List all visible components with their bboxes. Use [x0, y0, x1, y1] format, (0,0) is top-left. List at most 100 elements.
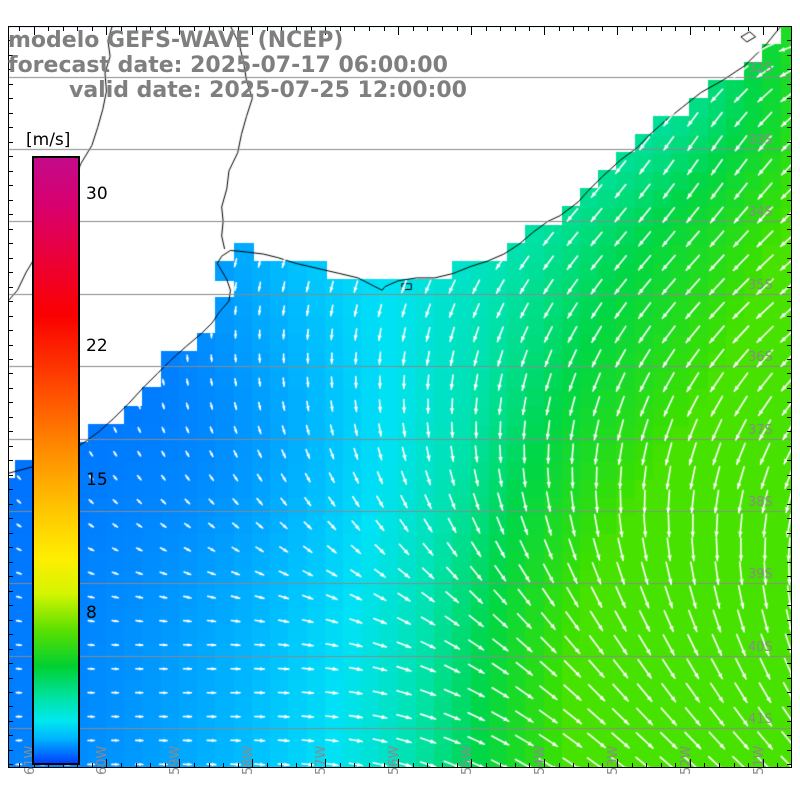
- tick-right: [787, 533, 792, 534]
- lat-label-35S: 35S: [748, 277, 773, 293]
- tick-bottom: [602, 763, 603, 768]
- tick-right: [787, 113, 792, 114]
- colorbar: [32, 156, 80, 765]
- tick-left: [8, 84, 13, 85]
- tick-top: [398, 26, 399, 35]
- tick-left: [8, 113, 13, 114]
- tick-left: [8, 591, 13, 592]
- valid-date: valid date: 2025-07-25 12:00:00: [69, 78, 467, 103]
- tick-bottom: [559, 763, 560, 768]
- tick-right: [787, 200, 792, 201]
- tick-top: [602, 26, 603, 31]
- tick-right: [787, 706, 792, 707]
- tick-left: [8, 504, 13, 505]
- colorbar-unit-label: [m/s]: [26, 130, 71, 150]
- tick-top: [48, 26, 49, 31]
- tick-top: [325, 26, 326, 35]
- lon-label-56W: 56W: [387, 745, 403, 775]
- tick-top: [413, 26, 414, 31]
- tick-left: [8, 301, 13, 302]
- tick-right: [787, 591, 792, 592]
- tick-bottom: [486, 763, 487, 768]
- forecast-date: forecast date: 2025-07-17 06:00:00: [8, 53, 448, 78]
- tick-bottom: [325, 759, 326, 768]
- tick-left: [8, 634, 13, 635]
- tick-left: [8, 518, 13, 519]
- tick-right: [787, 460, 792, 461]
- tick-top: [573, 26, 574, 31]
- tick-bottom: [734, 763, 735, 768]
- tick-top: [559, 26, 560, 31]
- tick-left: [8, 200, 13, 201]
- tick-right: [787, 735, 792, 736]
- tick-top: [427, 26, 428, 31]
- tick-top: [238, 26, 239, 31]
- lat-label-36S: 36S: [748, 350, 773, 366]
- tick-top: [369, 26, 370, 31]
- title-block: modelo GEFS-WAVE (NCEP) forecast date: 2…: [8, 28, 528, 103]
- tick-left: [8, 750, 13, 751]
- tick-right: [787, 142, 792, 143]
- tick-bottom: [413, 763, 414, 768]
- tick-right: [787, 692, 792, 693]
- tick-bottom: [340, 763, 341, 768]
- tick-bottom: [179, 759, 180, 768]
- tick-bottom: [632, 763, 633, 768]
- tick-bottom: [369, 763, 370, 768]
- colorbar-tick-30: 30: [86, 184, 108, 205]
- tick-right: [787, 678, 792, 679]
- tick-top: [748, 26, 749, 31]
- tick-bottom: [748, 763, 749, 768]
- tick-bottom: [398, 759, 399, 768]
- tick-top: [661, 26, 662, 31]
- tick-right: [787, 272, 792, 273]
- tick-top: [500, 26, 501, 31]
- tick-top: [121, 26, 122, 31]
- lon-label-54W: 54W: [533, 745, 549, 775]
- tick-right: [787, 316, 792, 317]
- tick-left: [8, 663, 13, 664]
- lon-label-55W: 55W: [460, 745, 476, 775]
- tick-top: [194, 26, 195, 31]
- tick-top: [136, 26, 137, 31]
- tick-top: [471, 26, 472, 35]
- tick-top: [442, 26, 443, 31]
- tick-bottom: [252, 759, 253, 768]
- tick-bottom: [63, 763, 64, 768]
- tick-top: [340, 26, 341, 31]
- tick-bottom: [500, 763, 501, 768]
- colorbar-tick-15: 15: [86, 469, 108, 490]
- tick-left: [8, 287, 13, 288]
- tick-right: [787, 634, 792, 635]
- tick-top: [354, 26, 355, 31]
- tick-right: [787, 373, 792, 374]
- tick-right: [787, 40, 792, 41]
- tick-right: [787, 431, 792, 432]
- tick-bottom: [661, 763, 662, 768]
- tick-bottom: [296, 763, 297, 768]
- tick-right: [787, 69, 792, 70]
- tick-right: [787, 620, 792, 621]
- tick-right: [787, 721, 792, 722]
- tick-right: [787, 605, 792, 606]
- tick-left: [8, 55, 13, 56]
- tick-left: [8, 678, 13, 679]
- tick-top: [209, 26, 210, 31]
- tick-top: [734, 26, 735, 31]
- lat-label-32S: 32S: [748, 60, 773, 76]
- tick-left: [8, 460, 13, 461]
- tick-bottom: [19, 763, 20, 768]
- tick-bottom: [267, 763, 268, 768]
- tick-bottom: [165, 763, 166, 768]
- tick-top: [632, 26, 633, 31]
- tick-bottom: [121, 763, 122, 768]
- tick-right: [787, 388, 792, 389]
- tick-bottom: [281, 763, 282, 768]
- tick-top: [486, 26, 487, 31]
- tick-left: [8, 576, 13, 577]
- tick-left: [8, 214, 13, 215]
- lat-label-34S: 34S: [748, 205, 773, 221]
- tick-bottom: [106, 759, 107, 768]
- lon-label-57W: 57W: [314, 745, 330, 775]
- lon-label-58W: 58W: [241, 745, 257, 775]
